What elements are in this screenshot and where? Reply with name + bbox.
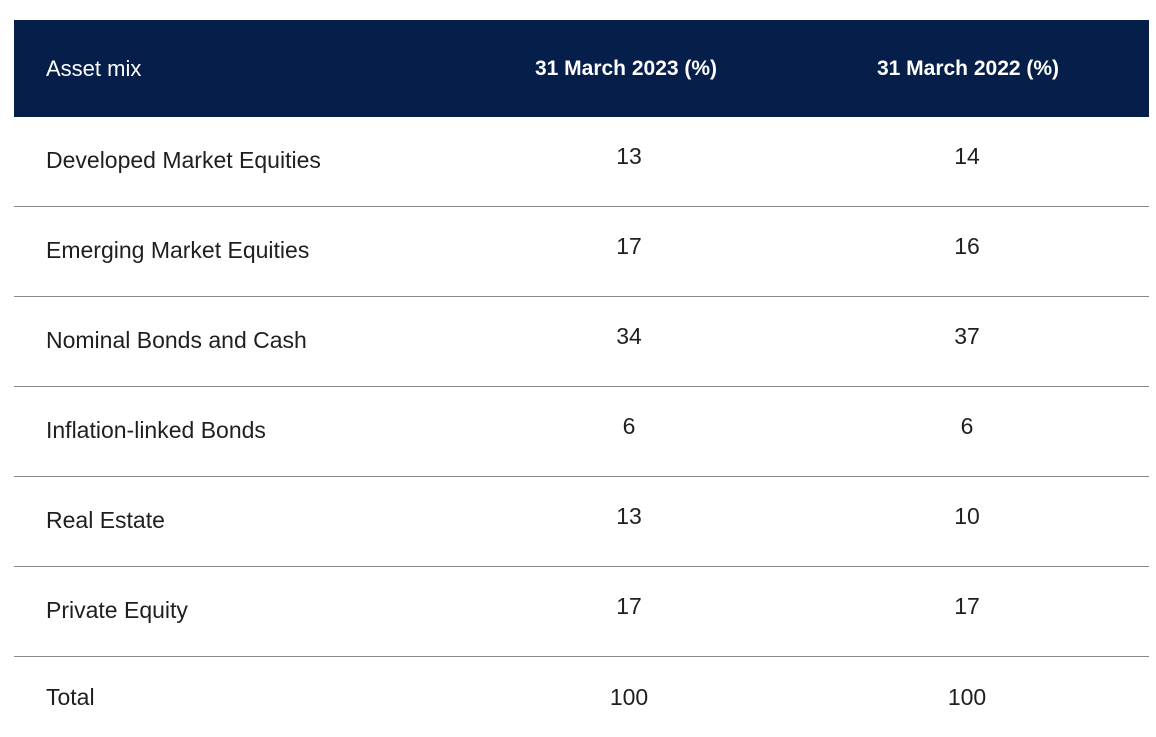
total-value-2022: 100 — [947, 684, 987, 710]
table-header-row: Asset mix 31 March 2023 (%) 31 March 202… — [14, 20, 1149, 117]
table-total-row: Total 100 100 — [14, 657, 1149, 737]
table-row: Inflation-linked Bonds 6 6 — [14, 387, 1149, 477]
row-label: Inflation-linked Bonds — [46, 417, 266, 443]
row-label: Nominal Bonds and Cash — [46, 327, 307, 353]
row-value-2023: 13 — [616, 503, 642, 529]
table-row: Emerging Market Equities 17 16 — [14, 207, 1149, 297]
row-label: Private Equity — [46, 597, 188, 623]
total-value-2023: 100 — [609, 684, 649, 710]
total-label: Total — [46, 684, 95, 710]
row-value-2022: 14 — [954, 143, 980, 169]
header-2022: 31 March 2022 (%) — [876, 57, 1060, 80]
row-value-2022: 37 — [954, 323, 980, 349]
row-label: Developed Market Equities — [46, 147, 321, 173]
table-row: Real Estate 13 10 — [14, 477, 1149, 567]
row-value-2023: 17 — [616, 233, 642, 259]
row-value-2022: 16 — [954, 233, 980, 259]
row-label: Emerging Market Equities — [46, 237, 310, 263]
row-value-2023: 34 — [616, 323, 642, 349]
row-value-2023: 13 — [616, 143, 642, 169]
row-value-2022: 17 — [954, 593, 980, 619]
header-2023: 31 March 2023 (%) — [534, 57, 718, 80]
table-row: Developed Market Equities 13 14 — [14, 117, 1149, 207]
row-value-2023: 6 — [622, 413, 636, 439]
row-label: Real Estate — [46, 507, 165, 533]
header-asset-mix: Asset mix — [46, 56, 142, 81]
table-row: Nominal Bonds and Cash 34 37 — [14, 297, 1149, 387]
row-value-2023: 17 — [616, 593, 642, 619]
row-value-2022: 10 — [954, 503, 980, 529]
table-row: Private Equity 17 17 — [14, 567, 1149, 657]
asset-mix-table: Asset mix 31 March 2023 (%) 31 March 202… — [14, 20, 1149, 737]
row-value-2022: 6 — [960, 413, 974, 439]
